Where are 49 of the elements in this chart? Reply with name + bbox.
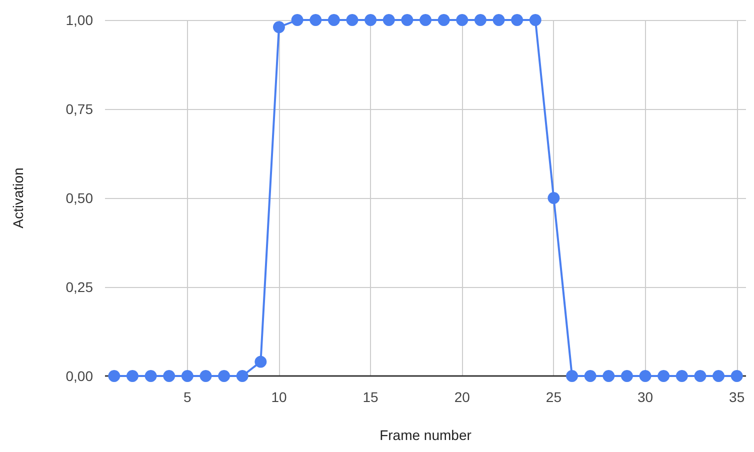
point	[730, 370, 743, 382]
point	[676, 370, 688, 382]
point	[328, 14, 340, 26]
point	[492, 14, 505, 26]
y-tick-label: 0,75	[66, 101, 94, 117]
point	[144, 370, 157, 382]
point	[181, 370, 194, 382]
y-tick-label: 0,00	[66, 368, 94, 384]
point	[566, 370, 578, 382]
x-tick-label: 15	[362, 389, 379, 405]
point	[548, 192, 560, 204]
point	[420, 14, 432, 26]
point	[254, 356, 267, 368]
x-tick-label: 10	[271, 389, 287, 405]
point	[639, 370, 652, 382]
point	[584, 370, 596, 382]
y-axis-title: Activation	[10, 168, 26, 228]
point	[108, 370, 120, 382]
point	[200, 370, 212, 382]
point	[529, 14, 542, 26]
y-tick-label: 0,50	[66, 190, 94, 206]
x-tick-label: 20	[454, 389, 470, 405]
x-axis-title: Frame number	[380, 427, 472, 443]
point	[218, 370, 230, 382]
point	[273, 21, 285, 34]
y-tick-label: 1,00	[66, 12, 94, 28]
point	[163, 370, 176, 382]
x-tick-label: 25	[546, 389, 562, 405]
point	[456, 14, 468, 26]
point	[438, 14, 450, 26]
point	[236, 370, 248, 382]
x-tick-label: 30	[637, 389, 654, 405]
x-tick-label: 5	[184, 389, 192, 405]
point	[474, 14, 486, 26]
point	[620, 370, 633, 382]
point	[382, 14, 395, 26]
point	[346, 14, 358, 26]
point	[511, 14, 524, 26]
point	[694, 370, 706, 382]
y-tick-label: 0,25	[66, 279, 94, 295]
point	[658, 370, 670, 382]
point	[364, 14, 377, 26]
point	[126, 370, 138, 382]
point	[310, 14, 322, 26]
x-tick-label: 35	[729, 389, 745, 405]
point	[291, 14, 304, 26]
point	[712, 370, 725, 382]
point	[602, 370, 615, 382]
point	[401, 14, 414, 26]
